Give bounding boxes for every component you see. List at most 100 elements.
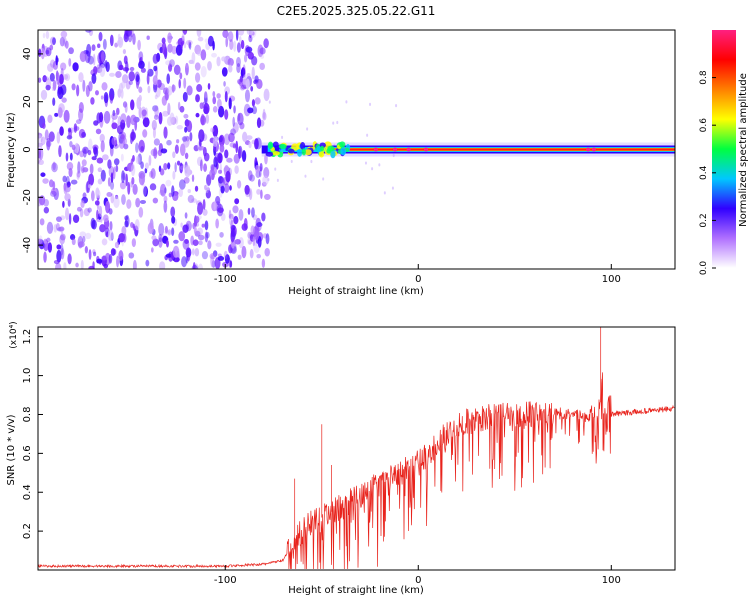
snr-point: [283, 560, 284, 561]
noise-blob: [116, 39, 122, 46]
noise-blob: [248, 34, 253, 43]
noise-blob: [332, 121, 335, 125]
noise-blob: [178, 231, 186, 242]
noise-blob: [240, 39, 245, 50]
chart-title: C2E5.2025.325.05.22.G11: [277, 4, 436, 18]
noise-blob: [69, 152, 73, 161]
noise-blob: [109, 94, 114, 104]
colorbar-ticks: 0.0 0.2 0.4 0.6 0.8: [699, 70, 716, 275]
noise-blob: [223, 133, 231, 146]
noise-blob: [112, 109, 116, 117]
noise-blob: [263, 167, 270, 179]
x-tick-label: 100: [602, 575, 621, 586]
noise-blob: [260, 189, 263, 200]
noise-blob: [139, 199, 147, 204]
noise-blob: [114, 42, 118, 48]
noise-blob: [134, 219, 140, 231]
noise-blob: [81, 159, 87, 167]
noise-blob: [248, 141, 252, 149]
noise-blob: [142, 184, 147, 197]
noise-blob: [196, 30, 202, 38]
noise-blob: [230, 224, 236, 231]
noise-blob: [262, 175, 269, 186]
noise-blob: [238, 146, 241, 159]
noise-blob: [41, 122, 46, 129]
noise-blob: [224, 149, 229, 159]
noise-blob: [229, 216, 233, 226]
noise-blob: [197, 202, 204, 215]
x-tick-label: 100: [602, 274, 621, 285]
noise-blob: [67, 127, 72, 133]
noise-blob: [92, 146, 98, 155]
noise-blob: [235, 140, 239, 154]
noise-blob: [170, 206, 176, 218]
noise-blob: [163, 162, 168, 171]
noise-blob: [178, 188, 183, 197]
noise-blob: [223, 81, 226, 87]
noise-blob: [165, 179, 172, 187]
noise-blob: [225, 170, 231, 183]
noise-blob: [64, 40, 69, 49]
noise-blob: [85, 181, 89, 194]
noise-blob: [40, 89, 48, 100]
noise-blob: [92, 53, 96, 66]
noise-blob: [87, 55, 94, 65]
noise-blob: [87, 184, 92, 189]
noise-blob: [176, 160, 181, 166]
noise-blob: [179, 143, 186, 156]
noise-blob: [101, 238, 108, 246]
noise-blob: [56, 72, 60, 85]
noise-blob: [88, 138, 93, 151]
noise-blob: [194, 248, 200, 257]
noise-blob: [70, 179, 78, 185]
colorbar-tick-label: 0.6: [699, 118, 709, 133]
noise-blob: [120, 113, 127, 124]
noise-blob: [167, 102, 171, 116]
noise-blob: [88, 173, 95, 186]
noise-blob: [247, 207, 251, 215]
snr-frame: [37, 326, 676, 571]
noise-blob: [42, 76, 50, 81]
noise-blob: [120, 131, 127, 141]
noise-blob: [244, 184, 250, 195]
noise-blob: [124, 220, 129, 228]
noise-blob: [236, 42, 241, 53]
noise-blob: [212, 96, 217, 105]
snr-point: [514, 414, 515, 415]
noise-blob: [56, 244, 62, 250]
noise-blob: [158, 112, 163, 125]
snr-point: [360, 496, 361, 497]
signal-blob: [297, 149, 303, 157]
noise-blob: [108, 208, 113, 215]
noise-blob: [100, 50, 105, 63]
noise-blob: [198, 240, 203, 246]
noise-blob: [69, 140, 73, 148]
noise-blob: [211, 201, 218, 212]
noise-blob: [183, 42, 187, 49]
noise-blob: [257, 236, 262, 248]
noise-blob: [99, 64, 106, 78]
signal-blob: [340, 147, 347, 156]
snr-point: [476, 418, 477, 419]
snr-point: [591, 410, 592, 411]
noise-blob: [189, 131, 193, 142]
noise-blob: [345, 100, 348, 104]
noise-blob: [191, 52, 196, 65]
noise-blob: [153, 147, 158, 159]
noise-blob: [274, 167, 277, 171]
noise-blob: [39, 218, 45, 226]
noise-blob: [245, 135, 253, 140]
noise-blob: [132, 259, 137, 269]
noise-blob: [229, 185, 232, 191]
noise-blob: [62, 175, 67, 183]
noise-blob: [76, 172, 80, 180]
noise-blob: [167, 162, 171, 170]
snr-point: [398, 472, 399, 473]
noise-blob: [215, 242, 222, 247]
noise-blob: [102, 214, 109, 222]
noise-blob: [38, 147, 42, 159]
noise-blob: [56, 131, 61, 144]
noise-blob: [130, 114, 137, 126]
noise-blob: [171, 216, 176, 224]
noise-blob: [247, 107, 254, 114]
